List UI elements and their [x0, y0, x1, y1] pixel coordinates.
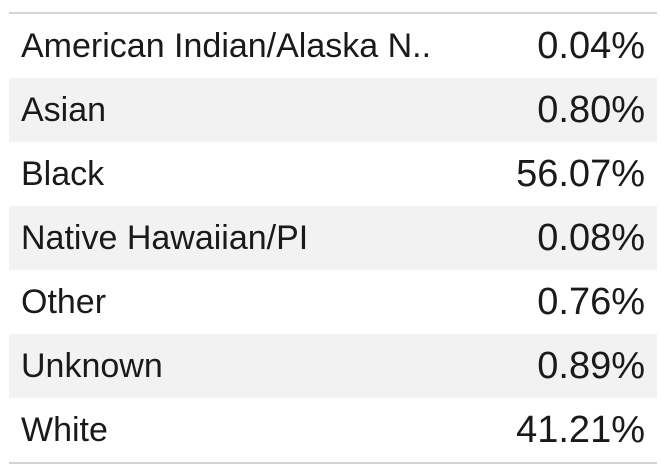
race-percentage-table: American Indian/Alaska N.. 0.04% Asian 0…: [9, 12, 657, 464]
row-value-black: 56.07%: [516, 152, 645, 195]
row-label-other: Other: [21, 282, 107, 321]
row-value-asian: 0.80%: [537, 88, 645, 131]
table-row: Unknown 0.89%: [9, 334, 657, 398]
table-row: Native Hawaiian/PI 0.08%: [9, 206, 657, 270]
row-value-white: 41.21%: [516, 408, 645, 451]
row-label-american-indian-alaska-native: American Indian/Alaska N..: [21, 26, 432, 65]
row-value-american-indian-alaska-native: 0.04%: [537, 24, 645, 67]
row-label-unknown: Unknown: [21, 346, 163, 385]
table-row: Black 56.07%: [9, 142, 657, 206]
table-row: White 41.21%: [9, 398, 657, 462]
row-label-native-hawaiian-pi: Native Hawaiian/PI: [21, 218, 309, 257]
row-label-white: White: [21, 410, 108, 449]
row-value-native-hawaiian-pi: 0.08%: [537, 216, 645, 259]
row-label-black: Black: [21, 154, 105, 193]
row-label-asian: Asian: [21, 90, 107, 129]
table-row: Asian 0.80%: [9, 78, 657, 142]
row-value-other: 0.76%: [537, 280, 645, 323]
row-value-unknown: 0.89%: [537, 344, 645, 387]
table-row: American Indian/Alaska N.. 0.04%: [9, 14, 657, 78]
table-row: Other 0.76%: [9, 270, 657, 334]
